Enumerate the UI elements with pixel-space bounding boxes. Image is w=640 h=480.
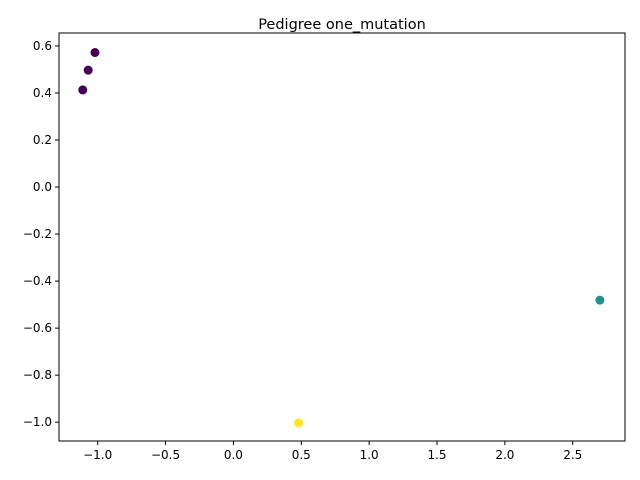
x-axis: −1.0 −0.5 0.0 0.5 1.0 1.5 2.0 2.5: [83, 441, 582, 462]
scatter-point: [78, 85, 88, 95]
y-axis: −1.0 −0.8 −0.6 −0.4 −0.2 0.0 0.2 0.4 0.6: [23, 39, 59, 429]
x-tick-label: 1.0: [360, 448, 379, 462]
y-tick-label: −0.8: [23, 368, 52, 382]
x-tick-label: −1.0: [83, 448, 112, 462]
y-tick-label: 0.6: [33, 39, 52, 53]
plot-frame: [58, 32, 626, 442]
x-tick-label: 2.0: [495, 448, 514, 462]
y-tick-label: −0.2: [23, 227, 52, 241]
x-tick-label: 1.5: [427, 448, 446, 462]
y-tick-label: −0.6: [23, 321, 52, 335]
y-tick-label: 0.2: [33, 133, 52, 147]
x-tick-label: 0.0: [224, 448, 243, 462]
y-tick-label: −0.4: [23, 274, 52, 288]
x-tick-label: 0.5: [292, 448, 311, 462]
y-tick-label: −1.0: [23, 415, 52, 429]
y-tick-label: 0.4: [33, 86, 52, 100]
x-tick-label: −0.5: [151, 448, 180, 462]
chart-title: Pedigree one_mutation: [258, 17, 426, 33]
y-tick-label: 0.0: [33, 180, 52, 194]
x-tick-label: 2.5: [563, 448, 582, 462]
scatter-point: [595, 295, 605, 305]
scatter-point: [83, 65, 93, 75]
scatter-point: [294, 418, 304, 428]
data-points: [78, 48, 605, 428]
scatter-point: [90, 48, 100, 58]
